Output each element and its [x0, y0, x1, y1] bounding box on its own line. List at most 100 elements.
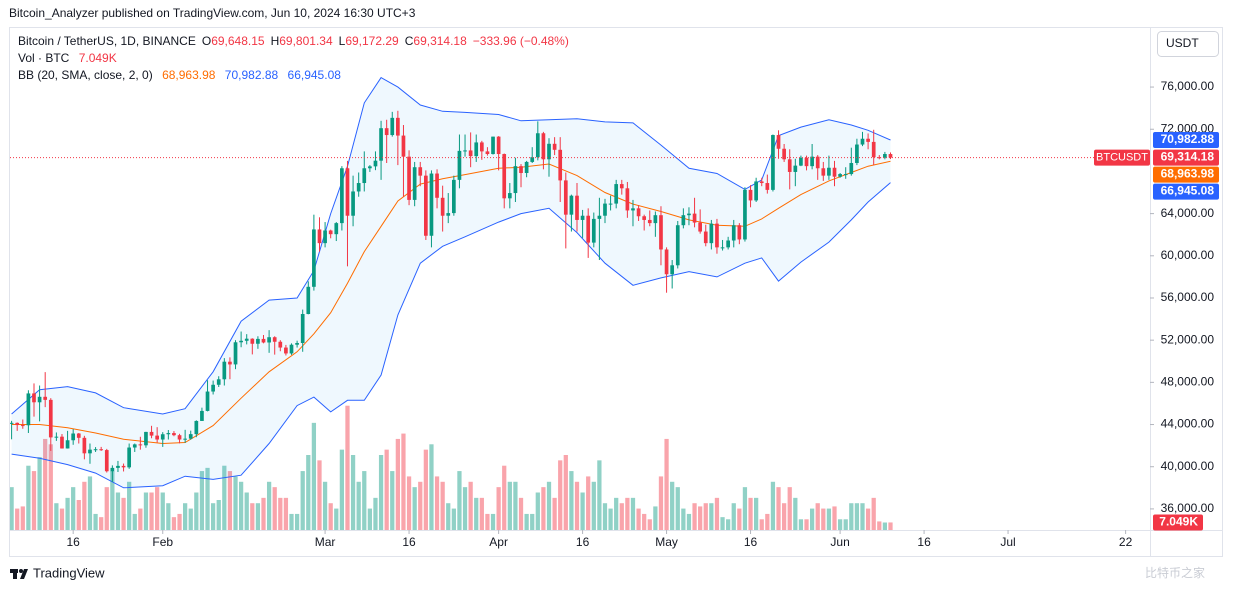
volume-bar [854, 503, 860, 530]
legend-volume-row: Vol · BTC 7.049K [18, 50, 569, 67]
ohlc-key: O [201, 34, 212, 48]
x-tick-label: 22 [1119, 535, 1133, 549]
candle-body [888, 154, 893, 158]
volume-bar [15, 508, 20, 530]
candle-body [866, 138, 870, 142]
candle-body [384, 128, 389, 136]
volume-bar [602, 503, 608, 530]
volume-bar [742, 487, 748, 530]
volume-bar [535, 492, 540, 530]
candle-body [619, 184, 624, 189]
volume-bar [451, 508, 456, 530]
volume-bar [294, 513, 300, 530]
volume-bar [378, 455, 384, 530]
candle-body [48, 399, 53, 438]
legend-symbol-row: Bitcoin / TetherUS, 1D, BINANCE O69,648.1… [18, 33, 569, 50]
candle-body [552, 143, 557, 150]
y-tick-label: 44,000.00 [1161, 417, 1215, 431]
candle-body [205, 391, 210, 411]
volume-bar [597, 460, 602, 530]
volume-bar [754, 497, 759, 530]
volume-bar [479, 497, 484, 530]
volume-bar [485, 513, 490, 530]
volume-bar [826, 508, 832, 530]
candle-body [687, 213, 691, 216]
volume-bar [429, 444, 434, 530]
candle-body [88, 449, 92, 454]
volume-bar [636, 508, 641, 530]
candle-body [703, 231, 708, 244]
candle-body [698, 222, 703, 232]
candle-body [345, 168, 350, 216]
volume-bar [87, 476, 93, 530]
x-tick-label: Jul [1000, 535, 1015, 549]
candle-body [188, 434, 193, 439]
y-tick-label: 64,000.00 [1161, 206, 1215, 220]
candle-body [104, 450, 109, 472]
candle-body [323, 230, 327, 244]
volume-bar [513, 481, 518, 530]
volume-bar [71, 487, 76, 530]
volume-bar [552, 497, 557, 530]
volume-bar [418, 481, 423, 530]
currency-button[interactable] [1157, 31, 1219, 57]
volume-bar [99, 517, 104, 530]
x-tick-label: Jun [830, 535, 849, 549]
volume-bar [546, 481, 552, 530]
candle-body [737, 225, 742, 240]
ohlc-key: H [270, 34, 280, 48]
volume-bar [82, 481, 87, 530]
volume-tag-label: 7.049K [1159, 515, 1198, 529]
candle-body [507, 193, 512, 199]
candle-body [435, 173, 439, 198]
volume-bar [434, 476, 440, 530]
candle-body [144, 431, 148, 446]
candle-body [715, 223, 719, 248]
candle-body [160, 434, 165, 440]
volume-bar [658, 476, 664, 530]
volume-bar [720, 517, 725, 530]
candle-body [468, 150, 473, 157]
watermark: 比特币之家 [1145, 565, 1205, 580]
candle-body [681, 215, 686, 226]
candle-body [256, 338, 260, 344]
volume-bar [496, 487, 501, 530]
volume-bar [530, 513, 535, 530]
symbol: Bitcoin / TetherUS, 1D, BINANCE [18, 34, 196, 48]
candle-body [810, 156, 814, 167]
candle-body [26, 393, 31, 426]
volume-bar [681, 508, 686, 530]
x-tick-label: 16 [576, 535, 590, 549]
volume-bar [289, 513, 294, 530]
volume-bar [300, 471, 305, 530]
volume-bar [737, 508, 742, 530]
x-tick-label: 16 [402, 535, 416, 549]
volume-bar [837, 519, 843, 530]
candle-body [351, 191, 355, 216]
candle-body [412, 167, 417, 200]
candle-body [166, 433, 171, 435]
volume-bar [222, 465, 227, 530]
plot-area [10, 76, 893, 530]
price-tag [1153, 149, 1219, 166]
candle-body [250, 338, 255, 344]
volume-bar [569, 471, 574, 530]
candle-body [295, 343, 299, 345]
candle-body [300, 314, 305, 344]
volume-bar [653, 506, 658, 530]
volume-bar [317, 460, 322, 530]
candle-body [625, 188, 630, 211]
candle-body [771, 135, 775, 190]
volume-bar [446, 503, 451, 530]
volume-bar [457, 471, 462, 530]
candle-body [362, 168, 367, 184]
candle-body [838, 174, 842, 177]
volume-bar [809, 508, 815, 530]
candle-body [642, 216, 647, 220]
candle-body [608, 203, 613, 205]
volume-bar [580, 492, 585, 530]
candle-body [429, 173, 434, 236]
volume-bar [121, 497, 126, 530]
candle-body [289, 344, 294, 354]
